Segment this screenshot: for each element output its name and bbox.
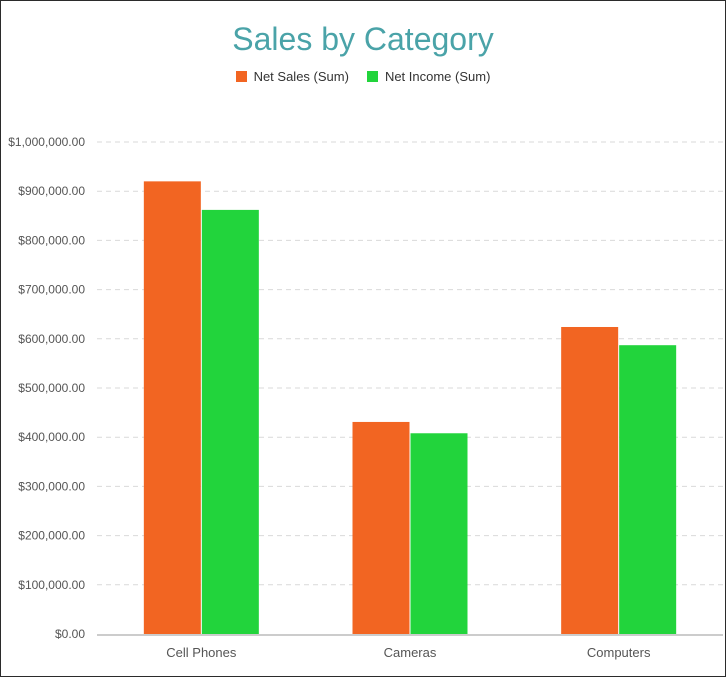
y-tick-label: $0.00 [55, 627, 85, 641]
y-tick-label: $1,000,000.00 [8, 135, 85, 149]
legend-swatch-net-sales [235, 71, 247, 82]
bar-net-sales [352, 421, 410, 634]
legend-swatch-net-income [366, 71, 378, 82]
x-category-label: Cameras [384, 645, 437, 660]
legend-label-net-sales: Net Sales (Sum) [253, 69, 349, 84]
y-tick-label: $600,000.00 [18, 332, 85, 346]
bar-net-sales [143, 181, 201, 635]
legend-item-net-income[interactable]: Net Income (Sum) [366, 69, 491, 84]
bar-net-income [410, 433, 468, 634]
legend-label-net-income: Net Income (Sum) [384, 69, 491, 84]
bar-net-income [619, 345, 677, 634]
y-tick-label: $400,000.00 [18, 430, 85, 444]
x-category-label: Cell Phones [166, 645, 237, 660]
x-category-label: Computers [587, 645, 651, 660]
chart-legend: Net Sales (Sum) Net Income (Sum) [1, 69, 725, 84]
y-tick-label: $100,000.00 [18, 578, 85, 592]
y-tick-label: $900,000.00 [18, 184, 85, 198]
y-tick-label: $300,000.00 [18, 479, 85, 493]
legend-item-net-sales[interactable]: Net Sales (Sum) [235, 69, 349, 84]
y-tick-label: $800,000.00 [18, 233, 85, 247]
bar-net-sales [561, 326, 619, 634]
bar-net-income [201, 209, 259, 634]
chart-title: Sales by Category [232, 21, 494, 57]
y-tick-label: $200,000.00 [18, 529, 85, 543]
y-tick-label: $700,000.00 [18, 283, 85, 297]
y-tick-label: $500,000.00 [18, 381, 85, 395]
